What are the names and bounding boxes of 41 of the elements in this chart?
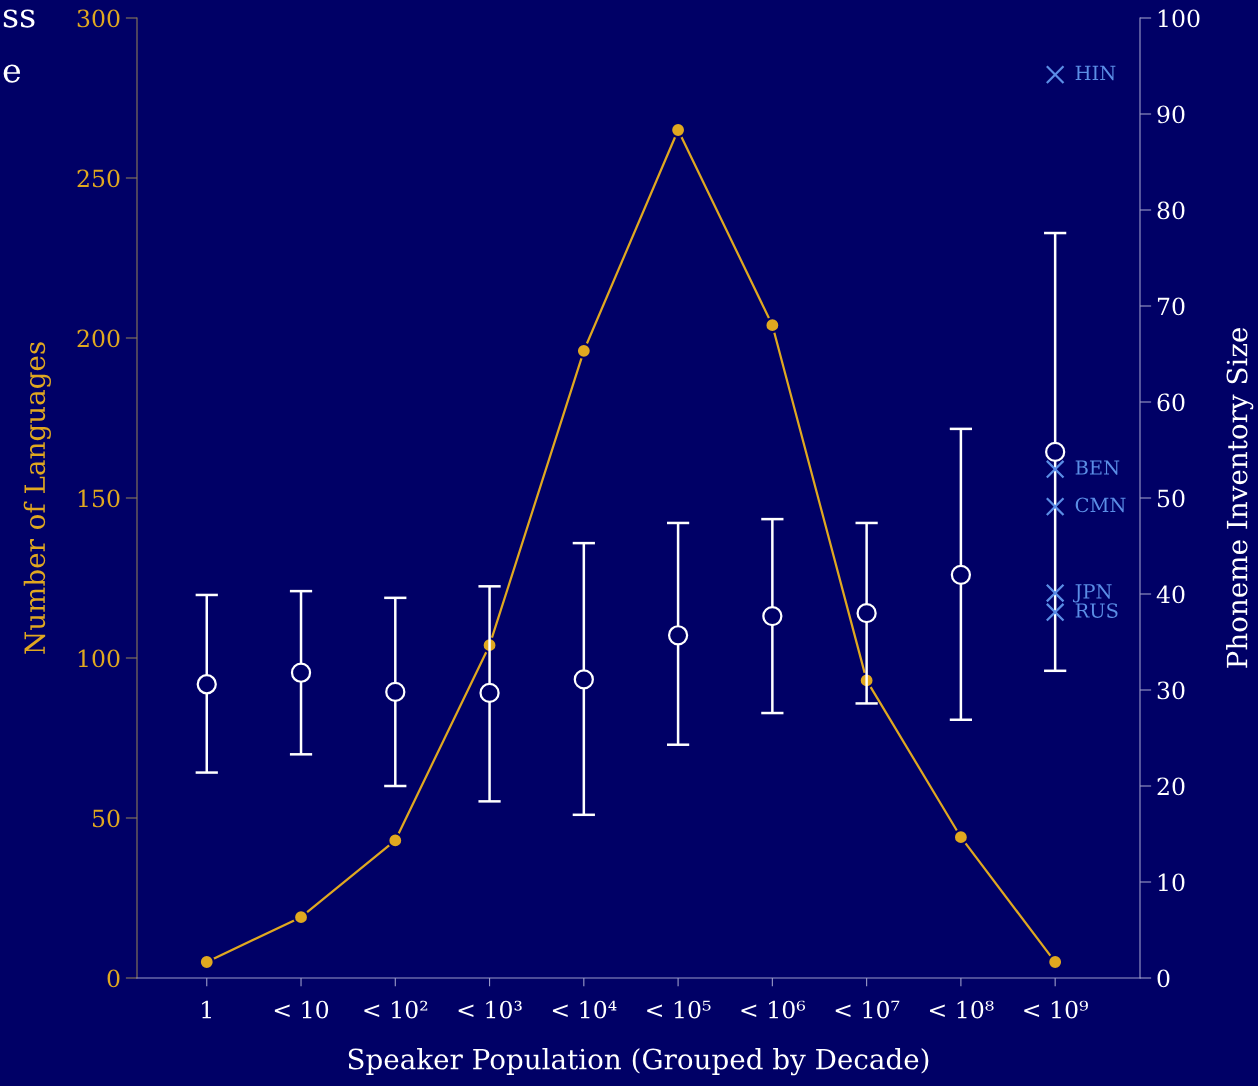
x-axis-title: Speaker Population (Grouped by Decade) — [348, 1048, 929, 1076]
y-tick-label: 50 — [92, 809, 120, 828]
y-tick-label: 250 — [77, 169, 120, 188]
text: ss — [3, 9, 35, 28]
y-axis-title: Number of Languages — [23, 342, 51, 654]
y2-tick-label: 0 — [1157, 969, 1170, 988]
y2-tick-label: 90 — [1157, 105, 1185, 124]
x-tick-label: < 10³ — [458, 1000, 522, 1019]
y2-tick-label: 30 — [1157, 681, 1185, 700]
x-tick-label: < 10⁹ — [1024, 1000, 1088, 1019]
series-label: JPN — [1072, 584, 1112, 603]
x-tick-label: 1 — [202, 1000, 211, 1019]
y2-tick-label: 80 — [1157, 201, 1185, 220]
y-tick-label: 150 — [78, 489, 120, 508]
series-label: HIN — [1075, 65, 1116, 81]
series-label: RUS — [1075, 603, 1118, 618]
y-tick-label: 300 — [77, 9, 120, 28]
y2-tick-label: 10 — [1158, 873, 1185, 892]
point — [198, 954, 215, 970]
x-tick-label: < 10⁵ — [647, 1000, 711, 1019]
y2-tick-label: 40 — [1156, 585, 1185, 604]
x-tick-label: < 10⁸ — [929, 1000, 994, 1019]
x-tick-label: < 10⁶ — [741, 1000, 806, 1019]
point — [387, 832, 404, 849]
y2-tick-label: 50 — [1157, 489, 1185, 508]
x-tick-label: < 10² — [364, 1000, 428, 1019]
y-tick-label: 100 — [78, 649, 120, 668]
text: e — [3, 64, 21, 83]
x-tick-label: < 10 — [274, 1000, 329, 1019]
y2-axis-title: Phoneme Inventory Size — [1226, 327, 1254, 668]
series-label: CMN — [1075, 497, 1126, 513]
x-tick-label: < 10⁷ — [835, 1000, 900, 1019]
y2-tick-label: 100 — [1158, 9, 1200, 28]
y2-tick-label: 20 — [1157, 777, 1185, 796]
y2-tick-label: 60 — [1157, 393, 1185, 412]
y-tick-label: 200 — [77, 329, 120, 348]
point — [764, 317, 781, 334]
y-tick-label: 0 — [107, 969, 120, 988]
x-tick-label: < 10⁴ — [552, 1000, 617, 1019]
y2-tick-label: 70 — [1157, 297, 1185, 316]
series-label: BEN — [1075, 460, 1120, 475]
